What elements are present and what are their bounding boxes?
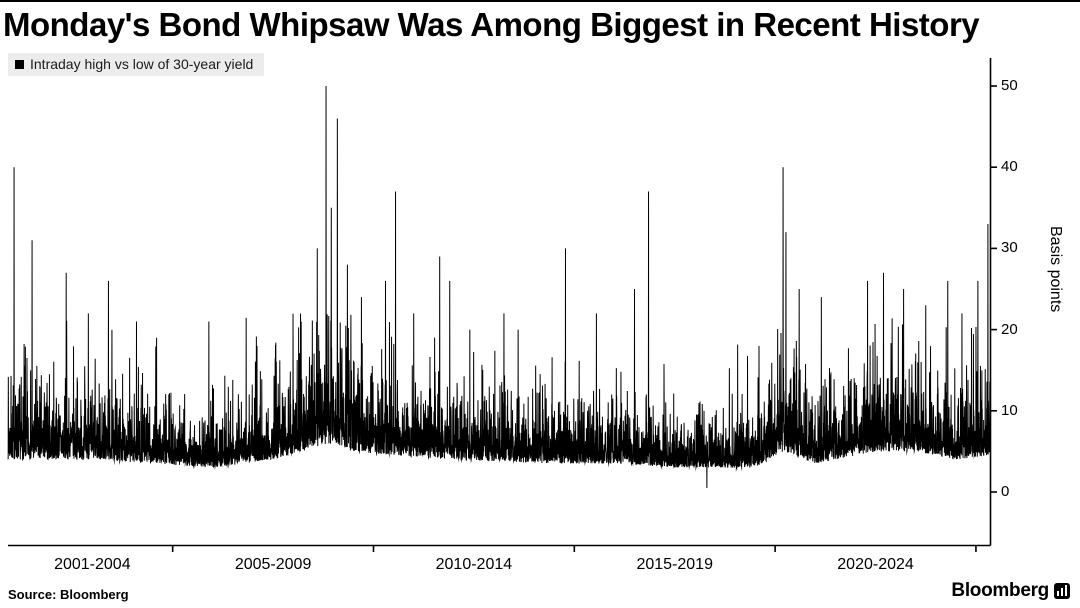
bloomberg-logo-icon (1054, 583, 1070, 599)
legend: Intraday high vs low of 30-year yield (8, 53, 265, 76)
source-label: Source: Bloomberg (8, 587, 129, 602)
y-axis-title: Basis points (1047, 226, 1064, 313)
bloomberg-wordmark: Bloomberg (951, 580, 1049, 601)
bloomberg-logo: Bloomberg (951, 580, 1070, 602)
x-tick-label: 2001-2004 (54, 556, 131, 573)
x-tick-label: 2010-2014 (435, 556, 513, 573)
x-tick-label: 2005-2009 (234, 556, 312, 573)
chart-title: Monday's Bond Whipsaw Was Among Biggest … (3, 6, 980, 43)
x-tick-label: 2020-2024 (837, 556, 914, 573)
y-tick-label: 30 (1001, 239, 1018, 257)
y-tick-label: 10 (1001, 401, 1018, 419)
legend-series-marker-icon (15, 59, 24, 69)
y-tick-label: 40 (1001, 158, 1018, 176)
legend-series-label: Intraday high vs low of 30-year yield (30, 56, 254, 72)
y-tick-label: 0 (1001, 483, 1010, 500)
y-tick-label: 50 (1001, 77, 1018, 94)
x-tick-label: 2015-2019 (636, 556, 713, 573)
y-tick-label: 20 (1001, 320, 1018, 338)
